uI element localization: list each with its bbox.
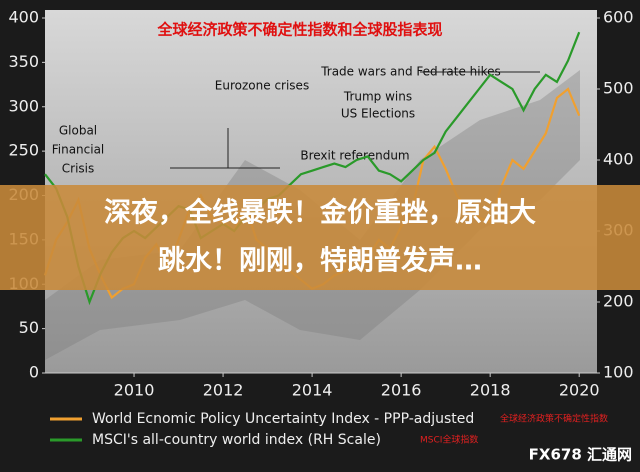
y-tick-label: 50 <box>19 318 39 337</box>
annotation: Financial <box>52 143 105 157</box>
annotation: Eurozone crises <box>215 79 309 93</box>
x-tick-label: 2018 <box>470 381 511 400</box>
legend-label: MSCI's all-country world index (RH Scale… <box>92 432 381 448</box>
x-tick-label: 2020 <box>559 381 600 400</box>
legend-note: 全球经济政策不确定性指数 <box>500 413 608 425</box>
x-tick-label: 2016 <box>381 381 422 400</box>
y-tick-label: 400 <box>8 8 39 27</box>
y2-tick-label: 200 <box>603 292 634 311</box>
y-tick-label: 250 <box>8 141 39 160</box>
y2-tick-label: 100 <box>603 363 634 382</box>
x-tick-label: 2014 <box>292 381 333 400</box>
watermark: FX678 汇通网 <box>529 446 632 464</box>
headline: 深夜，全线暴跌！金价重挫，原油大 <box>104 197 536 229</box>
y-tick-label: 0 <box>29 363 39 382</box>
x-tick-label: 2012 <box>203 381 244 400</box>
x-tick-label: 2010 <box>114 381 155 400</box>
chart-title: 全球经济政策不确定性指数和全球股指表现 <box>156 21 442 39</box>
y-tick-label: 350 <box>8 52 39 71</box>
headline: 跳水！刚刚，特朗普发声… <box>158 245 482 277</box>
legend-note: MSCI全球指数 <box>420 434 478 446</box>
headline-band <box>0 185 640 290</box>
annotation: Trump wins <box>343 90 412 104</box>
y2-tick-label: 600 <box>603 8 634 27</box>
y2-tick-label: 400 <box>603 150 634 169</box>
annotation: Global <box>59 124 97 138</box>
legend-label: World Ecnomic Policy Uncertainty Index -… <box>92 411 474 427</box>
annotation: Trade wars and Fed rate hikes <box>320 65 501 79</box>
y2-tick-label: 500 <box>603 79 634 98</box>
annotation: Brexit referendum <box>300 149 409 163</box>
y-tick-label: 300 <box>8 96 39 115</box>
annotation: US Elections <box>341 107 415 121</box>
annotation-arrows <box>170 71 540 169</box>
annotation: Crisis <box>62 162 94 176</box>
